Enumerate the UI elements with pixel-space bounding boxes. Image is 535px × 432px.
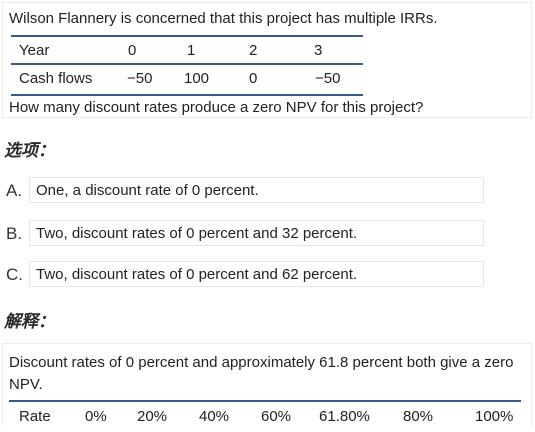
cash-flow-1: 100 bbox=[184, 70, 210, 87]
rate-cell: 40% bbox=[199, 408, 230, 425]
cash-flow-0: −50 bbox=[127, 70, 153, 87]
header-year-2: 2 bbox=[249, 42, 258, 59]
rate-cell: 80% bbox=[403, 408, 434, 425]
rate-cell: 61.80% bbox=[319, 408, 370, 425]
option-box[interactable]: Two, discount rates of 0 percent and 62 … bbox=[29, 261, 484, 287]
option-b[interactable]: B. Two, discount rates of 0 percent and … bbox=[4, 220, 484, 248]
rate-cell: 0% bbox=[85, 408, 107, 425]
option-letter: A. bbox=[6, 181, 23, 200]
rate-cell: 100% bbox=[475, 408, 514, 425]
header-year-0: 0 bbox=[128, 42, 137, 59]
explanation-label: 解释： bbox=[4, 312, 55, 332]
option-text: Two, discount rates of 0 percent and 32 … bbox=[36, 225, 358, 242]
option-letter: C. bbox=[6, 265, 23, 284]
explanation-panel: Discount rates of 0 percent and approxim… bbox=[2, 343, 532, 426]
rate-cell: 60% bbox=[261, 408, 292, 425]
option-letter: B. bbox=[6, 224, 23, 243]
option-c[interactable]: C. Two, discount rates of 0 percent and … bbox=[4, 261, 484, 289]
option-text: One, a discount rate of 0 percent. bbox=[36, 182, 259, 199]
option-a[interactable]: A. One, a discount rate of 0 percent. bbox=[4, 177, 484, 205]
header-year-1: 1 bbox=[187, 42, 196, 59]
header-year: Year bbox=[19, 42, 50, 59]
table-header-row: Year 0 1 2 3 bbox=[11, 35, 363, 65]
row-label: Cash flows bbox=[19, 70, 93, 87]
question-panel: Wilson Flannery is concerned that this p… bbox=[2, 2, 532, 118]
cash-flow-3: −50 bbox=[315, 70, 341, 87]
cash-flow-2: 0 bbox=[249, 70, 258, 87]
options-label: 选项： bbox=[4, 141, 55, 161]
question-prompt: How many discount rates produce a zero N… bbox=[9, 99, 424, 116]
option-text: Two, discount rates of 0 percent and 62 … bbox=[36, 266, 358, 283]
header-year-3: 3 bbox=[314, 42, 323, 59]
question-intro: Wilson Flannery is concerned that this p… bbox=[9, 10, 438, 27]
rate-cell: 20% bbox=[137, 408, 168, 425]
rate-label: Rate bbox=[19, 408, 51, 425]
cash-flow-table: Year 0 1 2 3 Cash flows −50 100 0 −50 bbox=[11, 35, 363, 96]
explanation-text: Discount rates of 0 percent and approxim… bbox=[9, 354, 514, 393]
option-box[interactable]: One, a discount rate of 0 percent. bbox=[29, 177, 484, 203]
rate-table: Rate 0% 20% 40% 60% 61.80% 80% 100% bbox=[9, 400, 521, 432]
option-box[interactable]: Two, discount rates of 0 percent and 32 … bbox=[29, 220, 484, 246]
table-row: Cash flows −50 100 0 −50 bbox=[11, 65, 363, 96]
